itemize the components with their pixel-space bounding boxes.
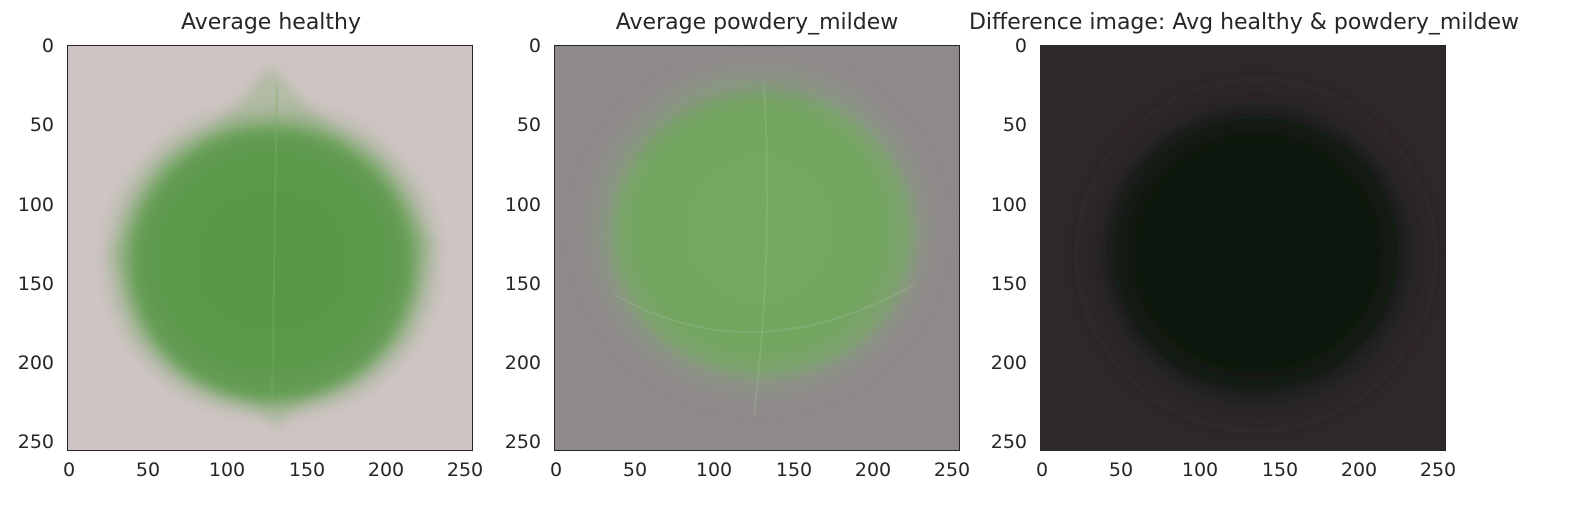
y-tick-label: 100 [504, 194, 541, 216]
y-tick-label: 250 [504, 431, 541, 453]
y-tick-label: 150 [17, 273, 54, 295]
x-tick-label: 200 [854, 459, 892, 481]
x-tick-label: 0 [1035, 459, 1049, 481]
y-tick-label: 150 [504, 273, 541, 295]
y-tick-label: 0 [1014, 35, 1027, 57]
y-tick-label: 100 [17, 194, 54, 216]
x-tick-label: 50 [135, 459, 161, 481]
panel-average-powdery-mildew: Average powdery_mildew 0 [487, 0, 970, 506]
y-tick-label: 50 [1002, 114, 1027, 136]
panel-average-healthy: Average healthy 0 50 [0, 0, 483, 506]
x-tick-label: 50 [622, 459, 648, 481]
y-tick-label: 100 [990, 194, 1027, 216]
x-tick-label: 100 [208, 459, 246, 481]
panel-difference-image: Difference image: Avg healthy & powdery_… [969, 0, 1519, 506]
x-tick-label: 50 [1108, 459, 1134, 481]
x-tick-label: 200 [1340, 459, 1378, 481]
x-tick-label: 0 [62, 459, 76, 481]
panel-title: Average powdery_mildew [615, 10, 899, 35]
x-tick-label: 150 [1261, 459, 1299, 481]
panel-title: Difference image: Avg healthy & powdery_… [968, 10, 1520, 35]
y-tick-label: 50 [516, 114, 541, 136]
average-powdery-mildew-image [554, 45, 960, 451]
y-tick-label: 250 [990, 431, 1027, 453]
x-tick-label: 150 [775, 459, 813, 481]
y-tick-label: 50 [29, 114, 54, 136]
x-tick-label: 0 [549, 459, 563, 481]
y-tick-label: 200 [990, 352, 1027, 374]
y-tick-label: 200 [17, 352, 54, 374]
y-tick-label: 250 [17, 431, 54, 453]
y-tick-label: 0 [41, 35, 54, 57]
x-tick-label: 250 [1419, 459, 1457, 481]
panel-title: Average healthy [181, 10, 361, 35]
y-tick-label: 0 [528, 35, 541, 57]
x-tick-label: 100 [695, 459, 733, 481]
x-tick-label: 250 [933, 459, 971, 481]
x-tick-label: 150 [288, 459, 326, 481]
y-tick-label: 150 [990, 273, 1027, 295]
x-tick-label: 200 [367, 459, 405, 481]
difference-image [1040, 45, 1446, 451]
average-healthy-image [67, 45, 473, 451]
x-tick-label: 250 [446, 459, 484, 481]
y-tick-label: 200 [504, 352, 541, 374]
x-tick-label: 100 [1181, 459, 1219, 481]
